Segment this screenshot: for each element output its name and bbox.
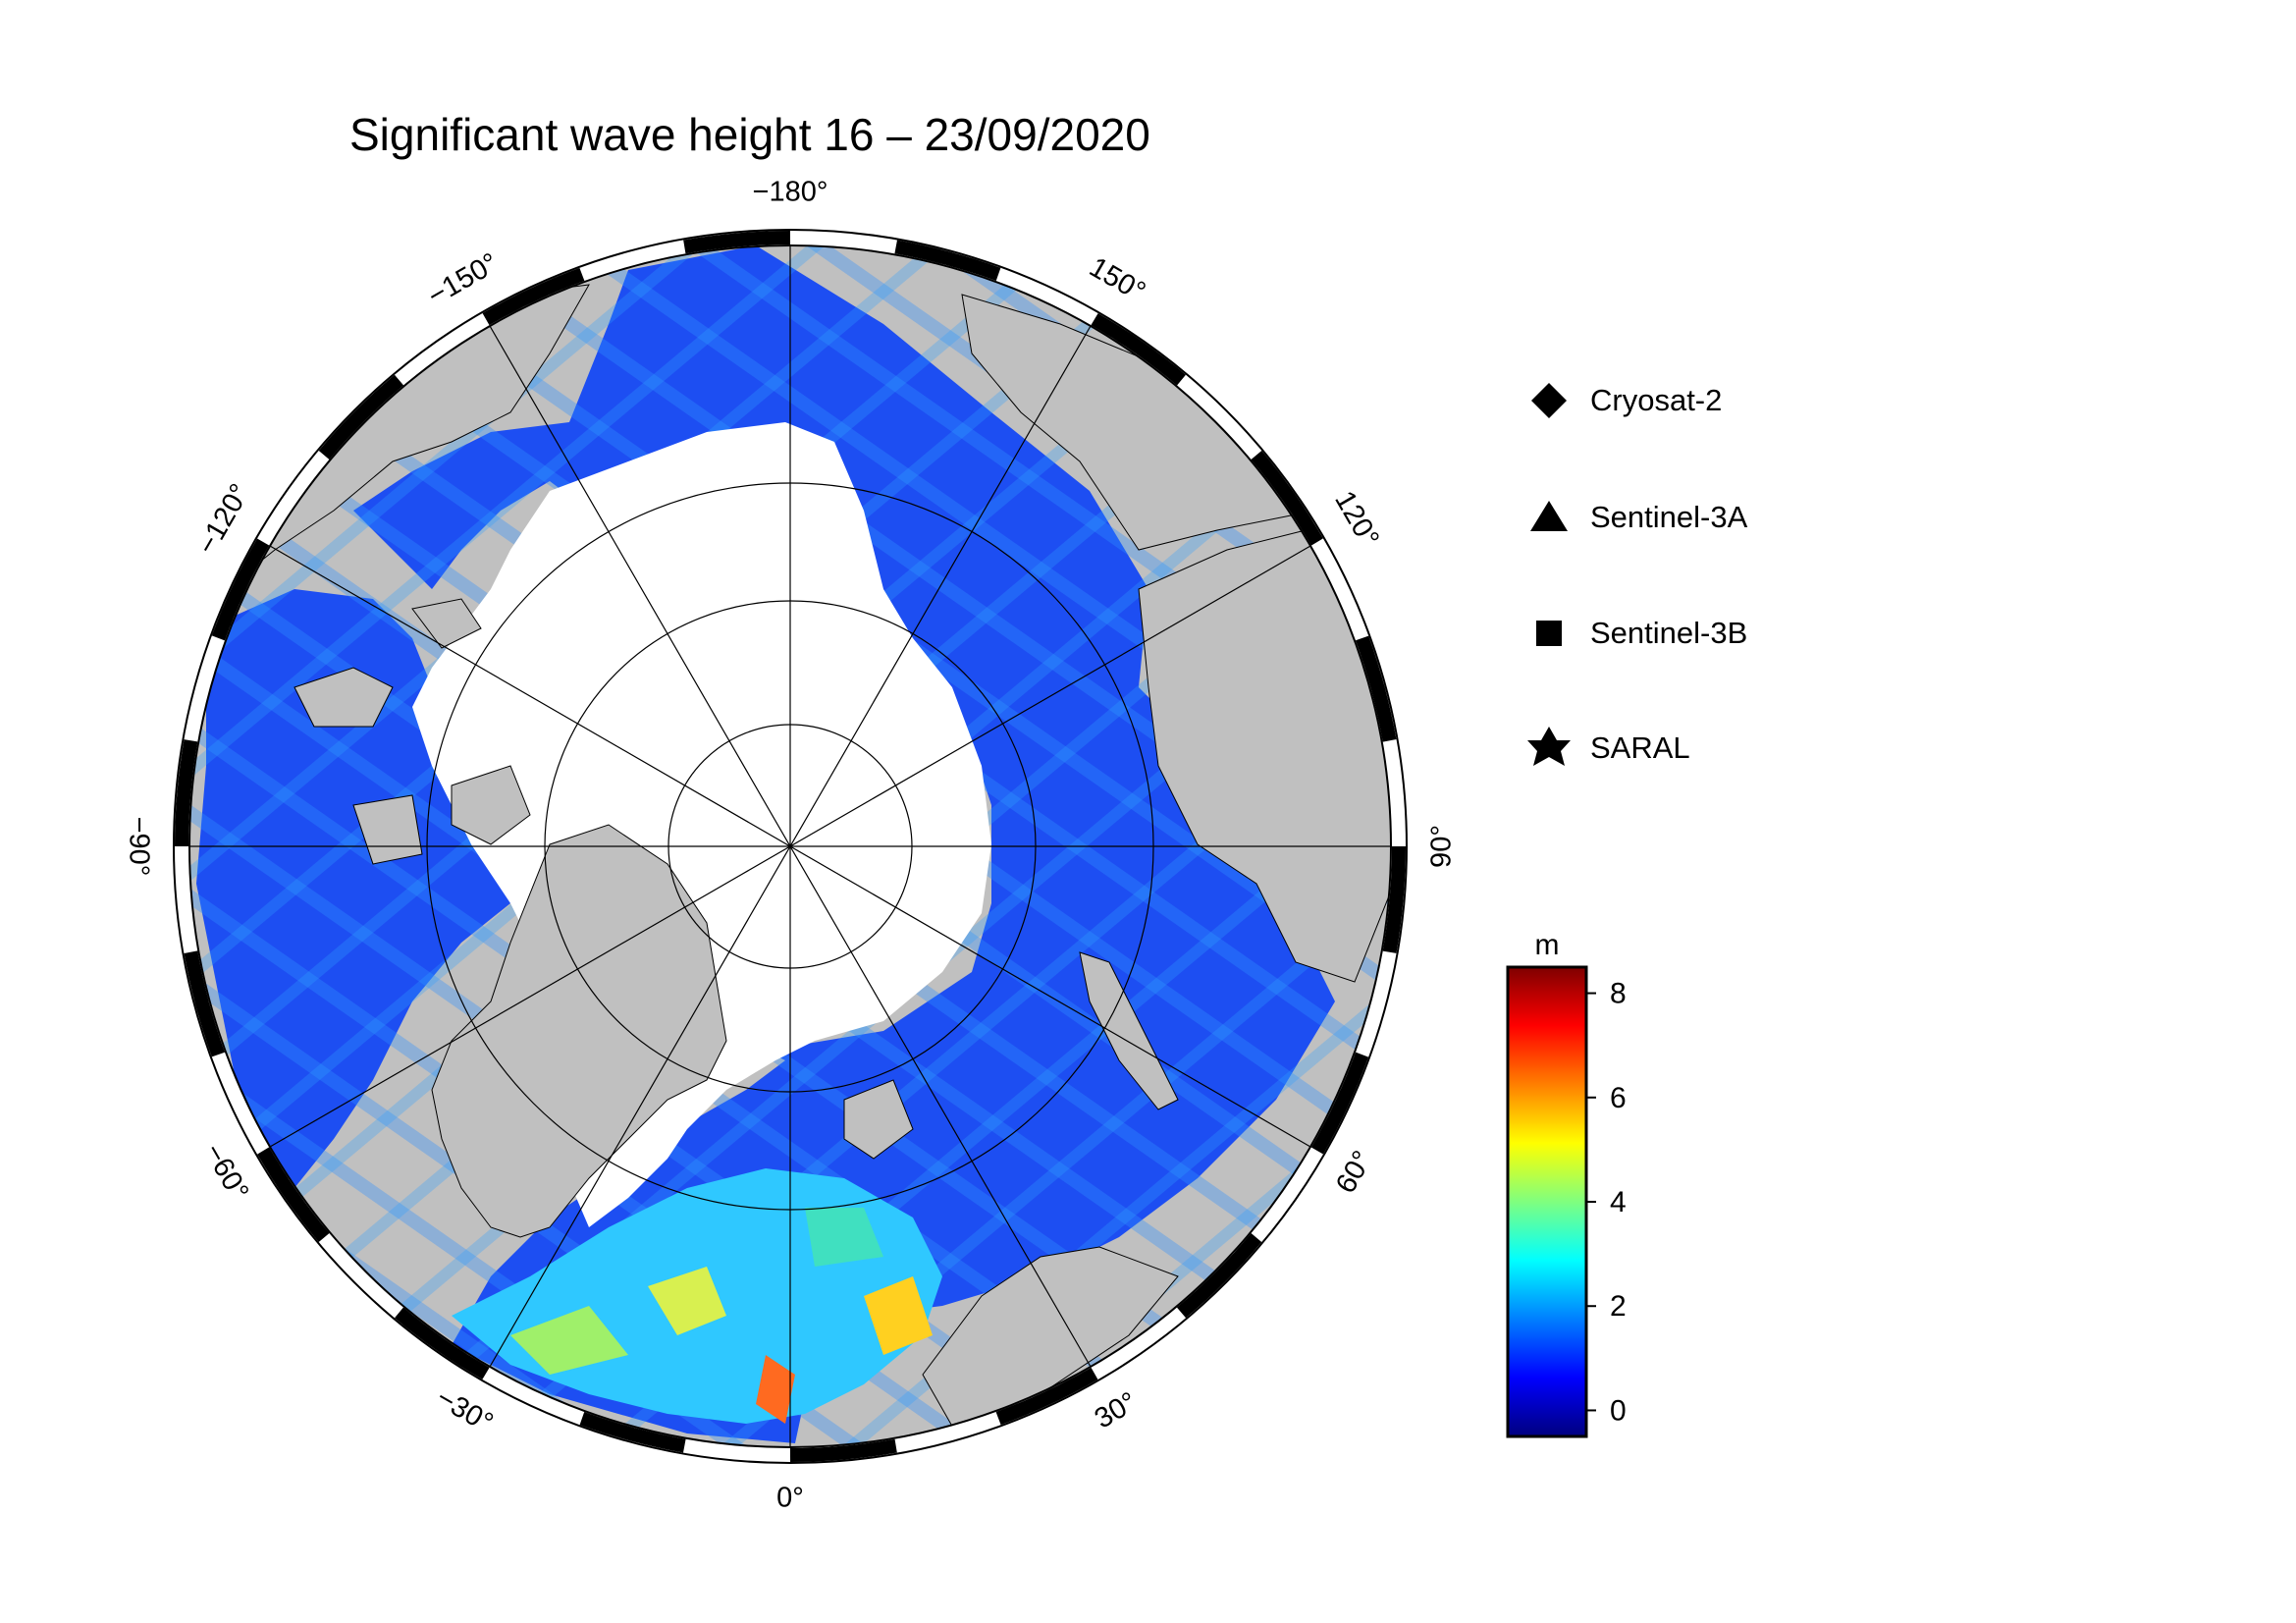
lon-label: 30° bbox=[1090, 1386, 1143, 1435]
triangle-icon bbox=[1530, 501, 1568, 531]
legend-item-sentinel-3b: Sentinel-3B bbox=[1590, 616, 1748, 650]
star-icon bbox=[1527, 727, 1571, 766]
lon-label: 60° bbox=[1330, 1146, 1379, 1199]
frame-segment bbox=[184, 950, 226, 1057]
frame-segment bbox=[395, 1307, 490, 1380]
novaya-zemlya-land bbox=[1079, 951, 1179, 1110]
lon-label: 0° bbox=[776, 1483, 804, 1514]
map-border-inner bbox=[188, 244, 1392, 1448]
lon-label: −120° bbox=[191, 479, 256, 561]
island bbox=[451, 765, 531, 845]
colorbar-bar bbox=[1506, 965, 1588, 1438]
lon-label: 90° bbox=[1426, 825, 1458, 868]
frame-segment bbox=[175, 739, 198, 847]
frame-segment bbox=[482, 267, 585, 326]
frame-segment bbox=[1310, 1052, 1369, 1155]
frame-segment bbox=[318, 374, 404, 460]
diamond-icon bbox=[1531, 383, 1567, 418]
island bbox=[411, 598, 482, 649]
colorbar-tick-label: 4 bbox=[1610, 1186, 1627, 1218]
frame-segment bbox=[1251, 451, 1323, 546]
lon-label: −60° bbox=[197, 1139, 254, 1207]
colorbar-unit: m bbox=[1535, 929, 1560, 961]
graticule bbox=[189, 245, 1391, 1447]
colorbar: m 8 6 4 2 0 bbox=[1506, 929, 1627, 1438]
frame-segment bbox=[257, 1147, 330, 1242]
map-disc: −180° 150° 120° 90° 60° 30° 0° −30° −60° −90° −120… bbox=[123, 177, 1457, 1514]
legend-item-cryosat-2: Cryosat-2 bbox=[1590, 383, 1723, 417]
island bbox=[294, 667, 394, 728]
legend-symbols bbox=[1527, 383, 1571, 766]
colorbar-tick-label: 2 bbox=[1610, 1290, 1627, 1323]
frame-segment bbox=[683, 231, 791, 254]
square-icon bbox=[1536, 621, 1562, 646]
svalbard-land bbox=[843, 1079, 914, 1160]
lon-label: −180° bbox=[753, 177, 828, 208]
lon-label: 150° bbox=[1084, 251, 1150, 308]
frame-segments bbox=[175, 231, 1406, 1462]
swh-patch-3m bbox=[805, 1208, 883, 1267]
frame-segment bbox=[894, 240, 1001, 282]
swh-patch-6m bbox=[864, 1276, 933, 1355]
frame-segment bbox=[1355, 635, 1397, 742]
colorbar-tick-label: 6 bbox=[1610, 1082, 1627, 1114]
legend-item-saral: SARAL bbox=[1590, 730, 1690, 765]
colorbar-ticks: 8 6 4 2 0 bbox=[1586, 978, 1627, 1427]
lon-label: −30° bbox=[431, 1382, 499, 1439]
swh-patch-7m bbox=[756, 1355, 795, 1424]
lon-label: 120° bbox=[1328, 486, 1385, 553]
lon-label: −150° bbox=[423, 247, 505, 312]
frame-segment bbox=[1382, 845, 1406, 953]
greenland-land bbox=[431, 824, 727, 1238]
legend-item-sentinel-3a: Sentinel-3A bbox=[1590, 500, 1748, 534]
chart-title: Significant wave height 16 – 23/09/2020 bbox=[349, 109, 1150, 160]
frame-segment bbox=[789, 1438, 897, 1462]
frame-segment bbox=[995, 1367, 1098, 1426]
frame-segment bbox=[1091, 313, 1186, 386]
map-border-outer bbox=[173, 229, 1408, 1464]
swh-patch-5m bbox=[648, 1267, 726, 1335]
colorbar-tick-label: 8 bbox=[1610, 978, 1627, 1010]
swh-patch-4m bbox=[510, 1306, 628, 1375]
frame-segment bbox=[1176, 1232, 1262, 1319]
colorbar-tick-label: 0 bbox=[1610, 1394, 1627, 1427]
frame-segment bbox=[579, 1411, 686, 1453]
frame-segment bbox=[211, 538, 270, 641]
lon-label: −90° bbox=[123, 817, 154, 877]
